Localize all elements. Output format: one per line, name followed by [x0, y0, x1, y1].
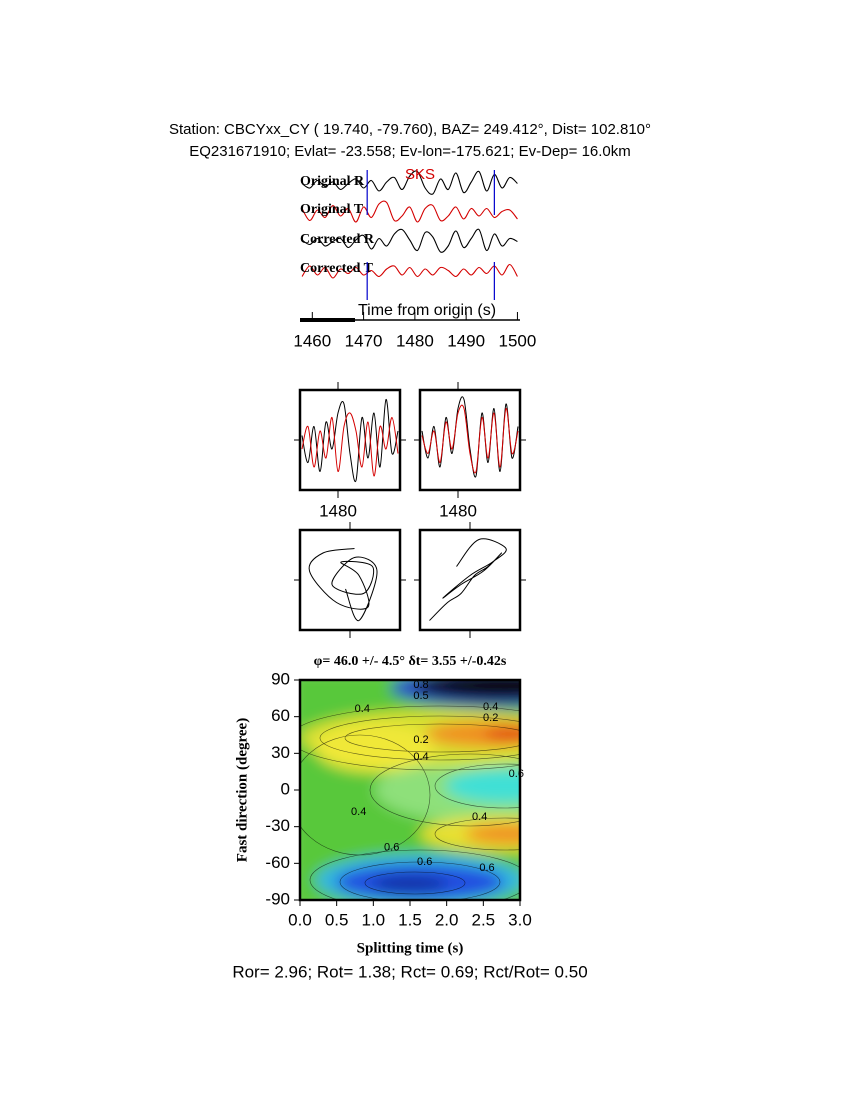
y-axis-label: Fast direction (degree) [234, 718, 250, 862]
trace-label: Corrected R [300, 232, 375, 247]
contour-label: 0.2 [413, 734, 428, 746]
trace [301, 200, 518, 223]
x-tick-label: 2.5 [472, 910, 496, 929]
trace-label: Corrected T [300, 261, 374, 276]
plot-title: φ= 46.0 +/- 4.5° δt= 3.55 +/-0.42s [314, 654, 507, 669]
x-tick-label: 0.5 [325, 910, 349, 929]
x-axis-label: Time from origin (s) [358, 302, 496, 319]
panel-frame [298, 528, 402, 632]
y-tick-label: 0 [281, 779, 290, 798]
contour-label: 0.4 [472, 811, 487, 823]
x-tick-label: 1480 [319, 501, 357, 520]
y-tick-label: -60 [265, 853, 290, 872]
trace-label: Original R [300, 174, 365, 189]
contour-label: 0.8 [413, 679, 428, 691]
x-tick-label: 1480 [396, 331, 434, 350]
contour-label: 0.4 [355, 703, 370, 715]
x-tick-label: 1470 [345, 331, 383, 350]
trace [301, 263, 518, 279]
header-line: EQ231671910; Evlat= -23.558; Ev-lon=-175… [189, 143, 631, 160]
x-tick-label: 3.0 [508, 910, 532, 929]
trace [301, 398, 399, 483]
contour-label: 0.6 [509, 768, 524, 780]
trace [301, 412, 399, 477]
y-tick-label: 30 [271, 743, 290, 762]
x-tick-label: 1.5 [398, 910, 422, 929]
header-line: Station: CBCYxx_CY ( 19.740, -79.760), B… [169, 121, 651, 138]
contour-label: 0.6 [384, 841, 399, 853]
misfit-surface [300, 680, 520, 900]
panel-frame [418, 388, 522, 492]
contour-label: 0.4 [351, 806, 366, 818]
contour-label: 0.2 [483, 712, 498, 724]
x-axis-label: Splitting time (s) [357, 940, 464, 956]
x-tick-label: 1480 [439, 501, 477, 520]
y-tick-label: -90 [265, 889, 290, 908]
trace-label: Original T [300, 202, 364, 217]
y-tick-label: -30 [265, 816, 290, 835]
y-tick-label: 60 [271, 706, 290, 725]
footer: Ror= 2.96; Rot= 1.38; Rct= 0.69; Rct/Rot… [232, 962, 587, 981]
contour-label: 0.6 [417, 856, 432, 868]
trace [301, 228, 518, 253]
contour-label: 0.6 [479, 862, 494, 874]
y-tick-label: 90 [271, 669, 290, 688]
x-tick-label: 1460 [293, 331, 331, 350]
x-tick-label: 1500 [499, 331, 537, 350]
trace [421, 396, 519, 478]
trace [301, 170, 518, 195]
x-tick-label: 1.0 [362, 910, 386, 929]
x-tick-label: 1490 [447, 331, 485, 350]
x-tick-label: 0.0 [288, 910, 312, 929]
contour-label: 0.5 [413, 690, 428, 702]
phase-label: SKS [405, 166, 435, 183]
particle-motion [429, 538, 507, 621]
contour-label: 0.4 [483, 701, 498, 713]
trace [421, 404, 519, 474]
contour-label: 0.4 [413, 751, 428, 763]
x-tick-label: 2.0 [435, 910, 459, 929]
particle-motion [308, 548, 378, 622]
